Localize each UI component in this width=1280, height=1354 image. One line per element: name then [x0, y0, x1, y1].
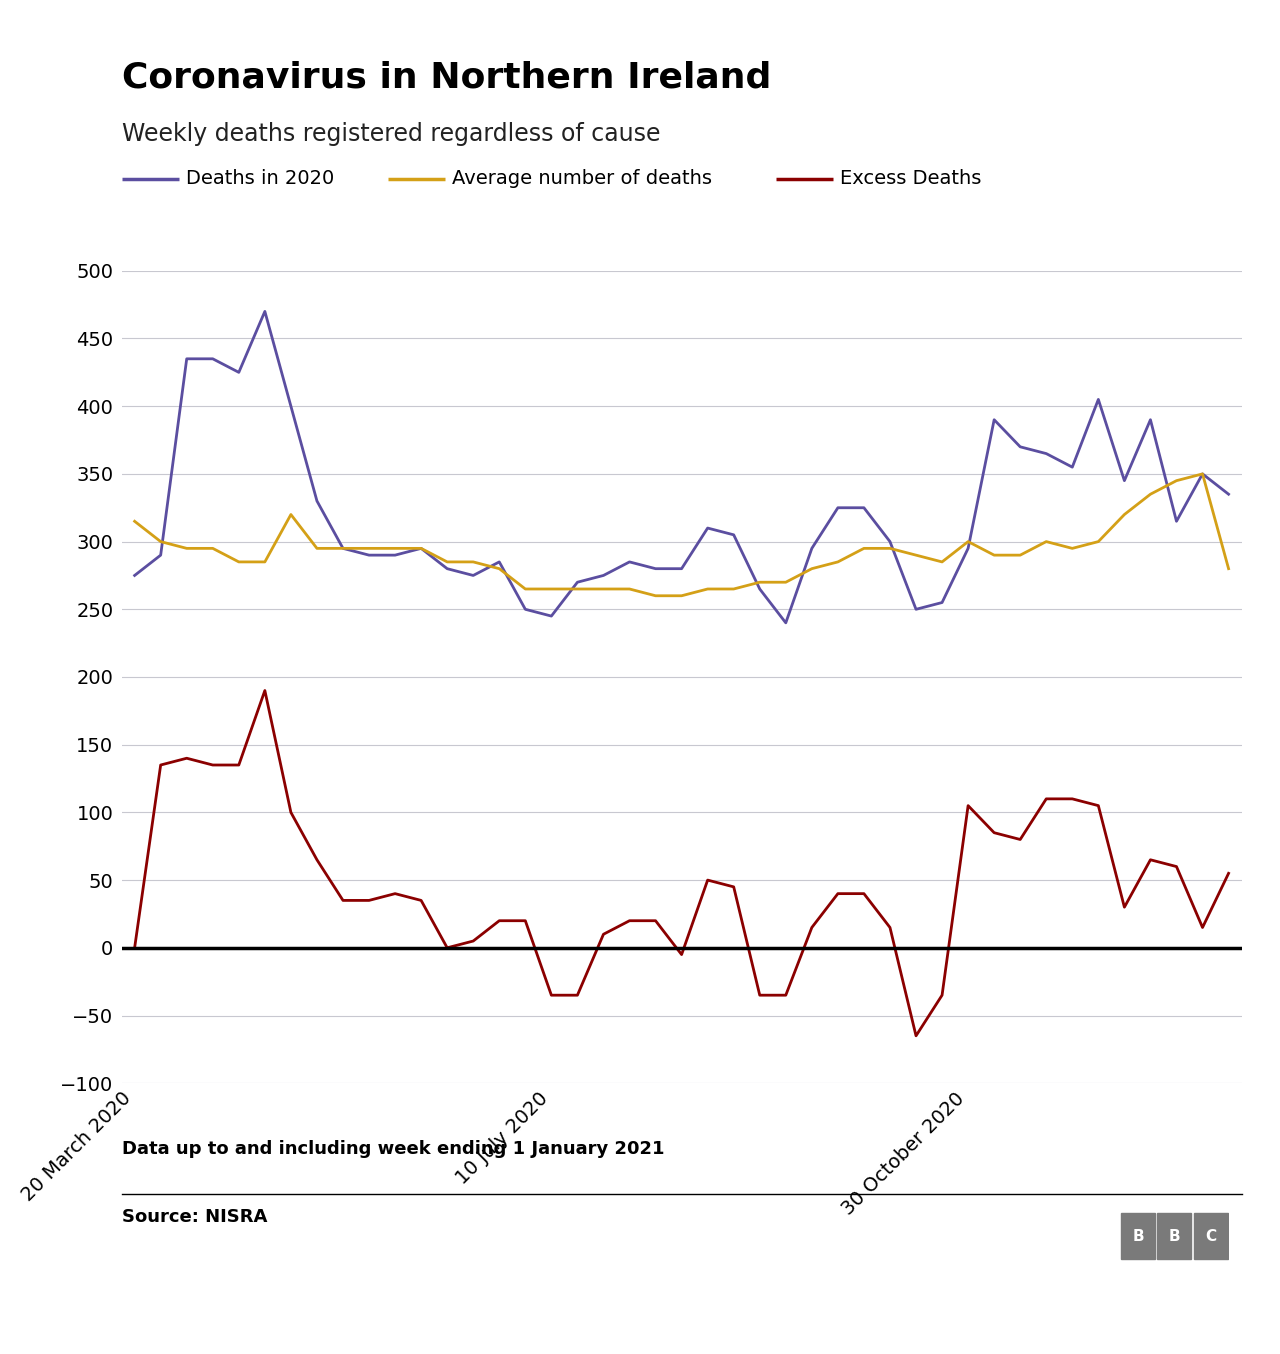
Text: Weekly deaths registered regardless of cause: Weekly deaths registered regardless of c… [122, 122, 660, 146]
Text: Data up to and including week ending 1 January 2021: Data up to and including week ending 1 J… [122, 1140, 664, 1158]
Text: Coronavirus in Northern Ireland: Coronavirus in Northern Ireland [122, 61, 771, 95]
Text: Average number of deaths: Average number of deaths [452, 169, 712, 188]
Text: B: B [1133, 1228, 1144, 1244]
Text: C: C [1204, 1228, 1216, 1244]
Bar [1121, 1213, 1155, 1259]
Bar [1157, 1213, 1192, 1259]
Text: B: B [1169, 1228, 1180, 1244]
Text: Deaths in 2020: Deaths in 2020 [186, 169, 334, 188]
Bar [1194, 1213, 1228, 1259]
Text: Source: NISRA: Source: NISRA [122, 1208, 268, 1225]
Text: Excess Deaths: Excess Deaths [840, 169, 980, 188]
